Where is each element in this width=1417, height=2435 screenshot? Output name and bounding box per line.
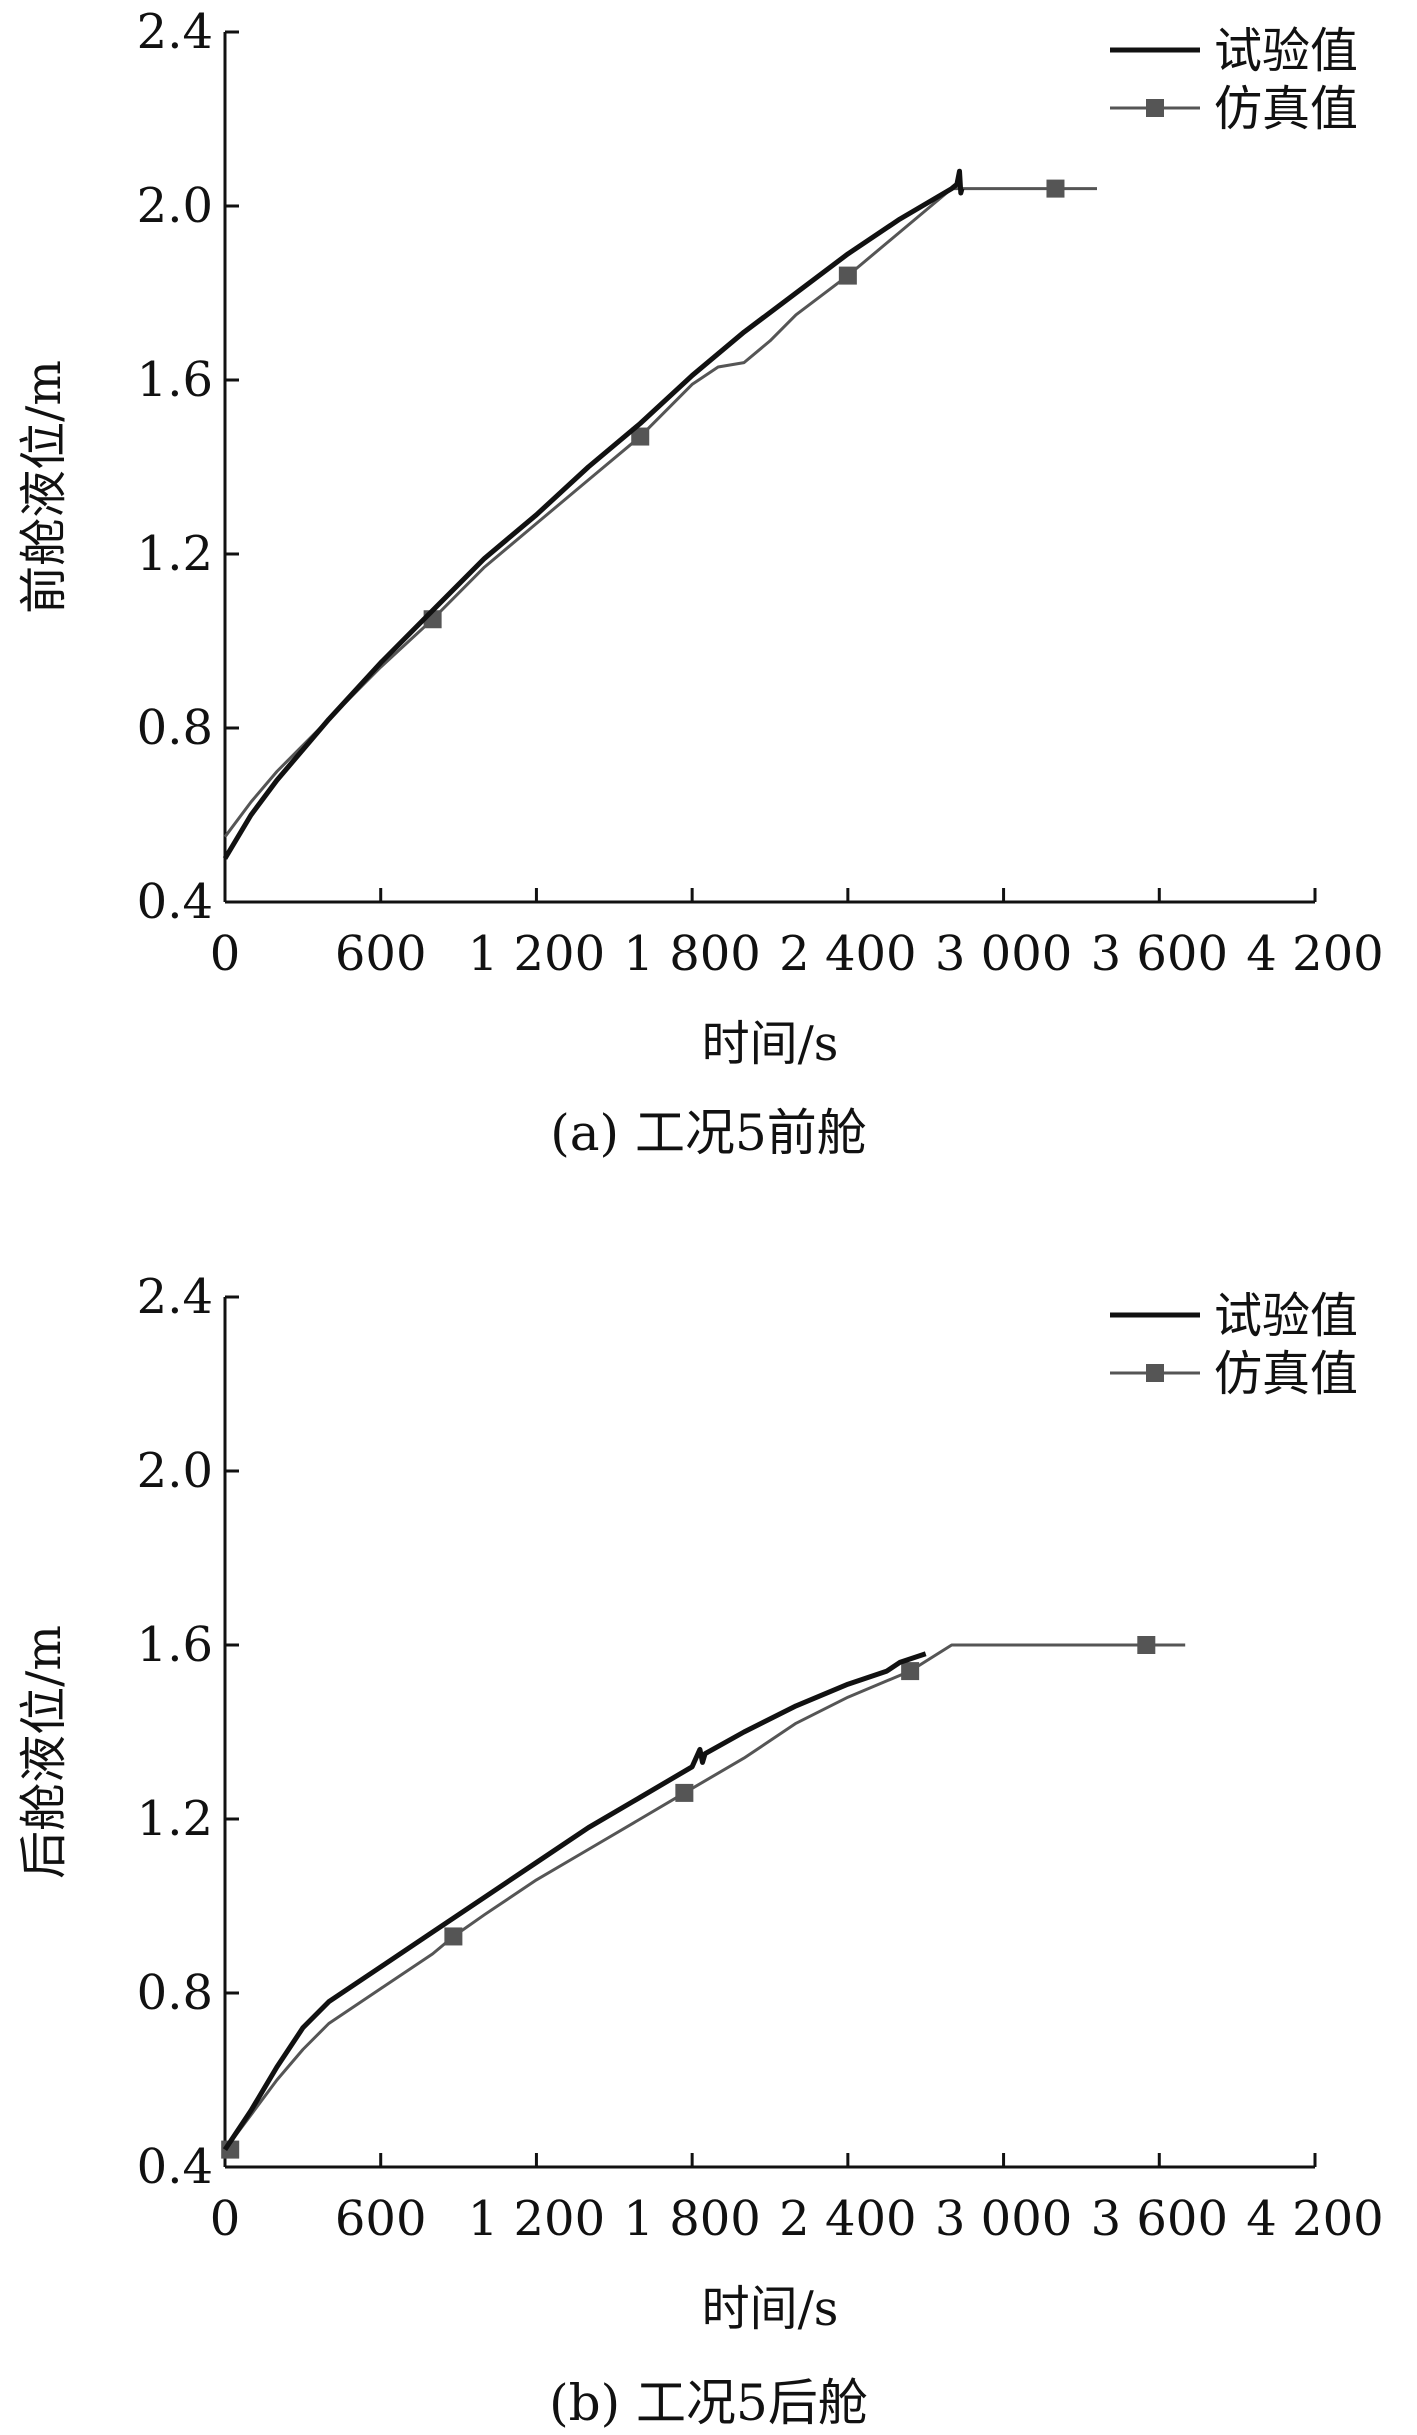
y-axis-label: 后舱液位/m <box>16 1625 72 1879</box>
legend: 试验值 仿真值 <box>1110 1288 1358 1402</box>
chart-panel-b: 0 600 1 200 1 800 2 400 3 000 3 600 4 200 0.40.… <box>16 1269 1384 2337</box>
x-tick-label: 2 400 <box>779 2191 916 2247</box>
y-axis-label: 前舱液位/m <box>16 360 72 614</box>
legend-label-simulation: 仿真值 <box>1214 1346 1358 1402</box>
series-marker-simulation <box>675 1783 694 1802</box>
legend-label-experiment: 试验值 <box>1214 1288 1358 1344</box>
series-marker-simulation <box>1137 1636 1156 1654</box>
y-tick-label: 2.4 <box>137 1269 213 1325</box>
x-tick-label: 600 <box>335 2191 427 2247</box>
x-tick-label: 2 400 <box>779 926 916 982</box>
y-tick-label: 1.6 <box>137 352 213 408</box>
legend-label-experiment: 试验值 <box>1214 23 1358 79</box>
x-axis-label: 时间/s <box>702 2281 839 2337</box>
x-tick-label: 4 200 <box>1246 2191 1383 2247</box>
series-marker-simulation <box>444 1927 463 1946</box>
legend-item-experiment: 试验值 <box>1110 23 1358 79</box>
y-tick-label: 0.8 <box>137 700 213 756</box>
plot-area: 0 600 1 200 1 800 2 400 3 000 3 600 4 200 0.40.… <box>137 1269 1384 2247</box>
caption-b: (b) 工况5后舱 <box>549 2374 868 2432</box>
series-line-simulation <box>223 1643 1186 2151</box>
series-marker-simulation <box>901 1662 920 1681</box>
caption-a: (a) 工况5前舱 <box>550 1104 867 1162</box>
series-layer <box>221 1636 1186 2159</box>
y-tick-label: 0.4 <box>137 2139 213 2195</box>
x-tick-label: 1 200 <box>468 926 605 982</box>
y-tick-label: 1.6 <box>137 1617 213 1673</box>
series-line-simulation <box>223 187 1097 838</box>
legend-item-experiment: 试验值 <box>1110 1288 1358 1344</box>
x-tick-label: 3 000 <box>935 2191 1072 2247</box>
series-line-experiment <box>222 1651 927 2151</box>
y-tick-label: 0.4 <box>137 874 213 930</box>
legend-label-simulation: 仿真值 <box>1214 81 1358 137</box>
x-tick-label: 4 200 <box>1246 926 1383 982</box>
y-tick-label: 2.0 <box>137 1443 213 1499</box>
y-tick-label: 2.4 <box>137 4 213 60</box>
x-tick-label: 600 <box>335 926 427 982</box>
y-tick-label: 0.8 <box>137 1965 213 2021</box>
series-marker-simulation <box>1046 179 1065 198</box>
series-marker-simulation <box>631 427 650 446</box>
y-ticks: 0.4 0.8 1.2 1.6 2.0 2.4 <box>137 4 239 930</box>
series-marker-simulation <box>838 266 857 285</box>
x-tick-label: 0 <box>210 2191 241 2247</box>
plot-area: 0 600 1 200 1 800 2 400 3 000 3 600 4 200 0.40.… <box>137 4 1384 982</box>
legend: 试验值 仿真值 <box>1110 23 1358 137</box>
legend-marker-simulation <box>1146 99 1164 117</box>
y-tick-label: 1.2 <box>137 1791 213 1847</box>
series-line-experiment <box>222 168 965 860</box>
y-tick-label: 1.2 <box>137 526 213 582</box>
x-tick-label: 3 000 <box>935 926 1072 982</box>
x-ticks: 0 600 1 200 1 800 2 400 3 000 3 600 4 200 <box>210 2153 1384 2247</box>
x-tick-label: 1 200 <box>468 2191 605 2247</box>
x-axis-label: 时间/s <box>702 1016 839 1072</box>
legend-item-simulation: 仿真值 <box>1110 81 1358 137</box>
x-tick-label: 1 800 <box>623 2191 760 2247</box>
x-tick-label: 0 <box>210 926 241 982</box>
x-ticks: 0 600 1 200 1 800 2 400 3 000 3 600 4 200 <box>210 888 1384 982</box>
legend-marker-simulation <box>1146 1364 1164 1382</box>
legend-item-simulation: 仿真值 <box>1110 1346 1358 1402</box>
x-tick-label: 3 600 <box>1091 2191 1228 2247</box>
x-tick-label: 3 600 <box>1091 926 1228 982</box>
chart-panel-a: 0 600 1 200 1 800 2 400 3 000 3 600 4 200 0.40.… <box>16 4 1384 1072</box>
x-tick-label: 1 800 <box>623 926 760 982</box>
series-layer <box>222 168 1097 860</box>
y-tick-label: 2.0 <box>137 178 213 234</box>
y-ticks: 0.4 0.8 1.2 1.6 2.0 2.4 <box>137 1269 239 2195</box>
